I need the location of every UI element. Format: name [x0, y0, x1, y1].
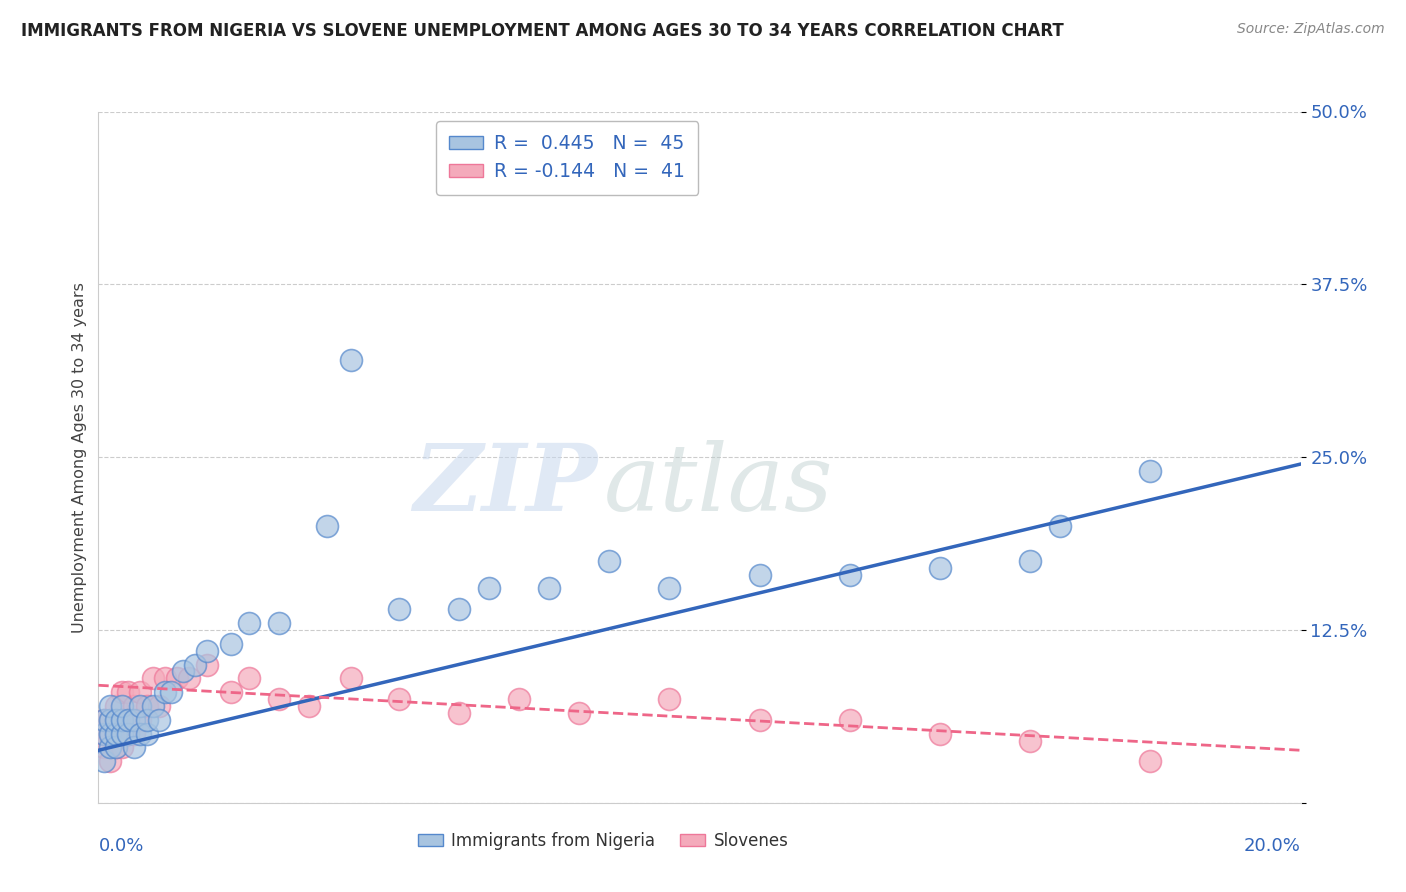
Point	[658, 582, 681, 596]
Point	[1139, 755, 1161, 769]
Point	[315, 519, 337, 533]
Text: atlas: atlas	[603, 440, 832, 530]
Point	[929, 726, 952, 740]
Point	[267, 615, 290, 630]
Point	[124, 713, 146, 727]
Text: ZIP: ZIP	[413, 440, 598, 530]
Point	[129, 713, 152, 727]
Point	[183, 657, 205, 672]
Point	[267, 692, 290, 706]
Point	[1049, 519, 1071, 533]
Point	[111, 713, 134, 727]
Point	[93, 713, 115, 727]
Point	[124, 726, 146, 740]
Point	[124, 740, 146, 755]
Point	[117, 726, 139, 740]
Point	[111, 685, 134, 699]
Point	[129, 685, 152, 699]
Point	[929, 561, 952, 575]
Point	[153, 671, 176, 685]
Point	[148, 713, 170, 727]
Point	[508, 692, 530, 706]
Point	[129, 726, 152, 740]
Point	[166, 671, 188, 685]
Point	[219, 685, 242, 699]
Point	[238, 615, 260, 630]
Point	[658, 692, 681, 706]
Point	[100, 713, 122, 727]
Point	[93, 755, 115, 769]
Point	[124, 699, 146, 714]
Point	[100, 755, 122, 769]
Legend: Immigrants from Nigeria, Slovenes: Immigrants from Nigeria, Slovenes	[412, 825, 796, 856]
Point	[148, 699, 170, 714]
Point	[195, 657, 218, 672]
Text: 20.0%: 20.0%	[1244, 838, 1301, 855]
Point	[219, 637, 242, 651]
Point	[111, 726, 134, 740]
Point	[117, 713, 139, 727]
Point	[1019, 733, 1042, 747]
Point	[117, 685, 139, 699]
Point	[1139, 464, 1161, 478]
Point	[340, 353, 363, 368]
Point	[141, 671, 163, 685]
Text: IMMIGRANTS FROM NIGERIA VS SLOVENE UNEMPLOYMENT AMONG AGES 30 TO 34 YEARS CORREL: IMMIGRANTS FROM NIGERIA VS SLOVENE UNEMP…	[21, 22, 1064, 40]
Point	[153, 685, 176, 699]
Point	[340, 671, 363, 685]
Point	[238, 671, 260, 685]
Point	[478, 582, 501, 596]
Point	[172, 665, 194, 679]
Point	[105, 713, 128, 727]
Point	[538, 582, 561, 596]
Point	[111, 713, 134, 727]
Y-axis label: Unemployment Among Ages 30 to 34 years: Unemployment Among Ages 30 to 34 years	[72, 282, 87, 632]
Point	[298, 699, 321, 714]
Point	[105, 740, 128, 755]
Point	[93, 726, 115, 740]
Point	[111, 699, 134, 714]
Point	[598, 554, 620, 568]
Point	[105, 726, 128, 740]
Point	[388, 692, 411, 706]
Point	[177, 671, 200, 685]
Point	[117, 713, 139, 727]
Point	[100, 699, 122, 714]
Point	[447, 602, 470, 616]
Point	[105, 699, 128, 714]
Point	[129, 699, 152, 714]
Point	[105, 726, 128, 740]
Point	[447, 706, 470, 720]
Point	[93, 713, 115, 727]
Point	[100, 740, 122, 755]
Point	[93, 740, 115, 755]
Point	[100, 726, 122, 740]
Point	[748, 713, 770, 727]
Point	[388, 602, 411, 616]
Point	[111, 740, 134, 755]
Point	[100, 713, 122, 727]
Point	[105, 740, 128, 755]
Text: Source: ZipAtlas.com: Source: ZipAtlas.com	[1237, 22, 1385, 37]
Point	[117, 726, 139, 740]
Point	[100, 726, 122, 740]
Point	[195, 644, 218, 658]
Point	[135, 713, 157, 727]
Point	[93, 726, 115, 740]
Text: 0.0%: 0.0%	[98, 838, 143, 855]
Point	[141, 699, 163, 714]
Point	[135, 699, 157, 714]
Point	[135, 726, 157, 740]
Point	[568, 706, 591, 720]
Point	[838, 567, 860, 582]
Point	[748, 567, 770, 582]
Point	[159, 685, 181, 699]
Point	[838, 713, 860, 727]
Point	[1019, 554, 1042, 568]
